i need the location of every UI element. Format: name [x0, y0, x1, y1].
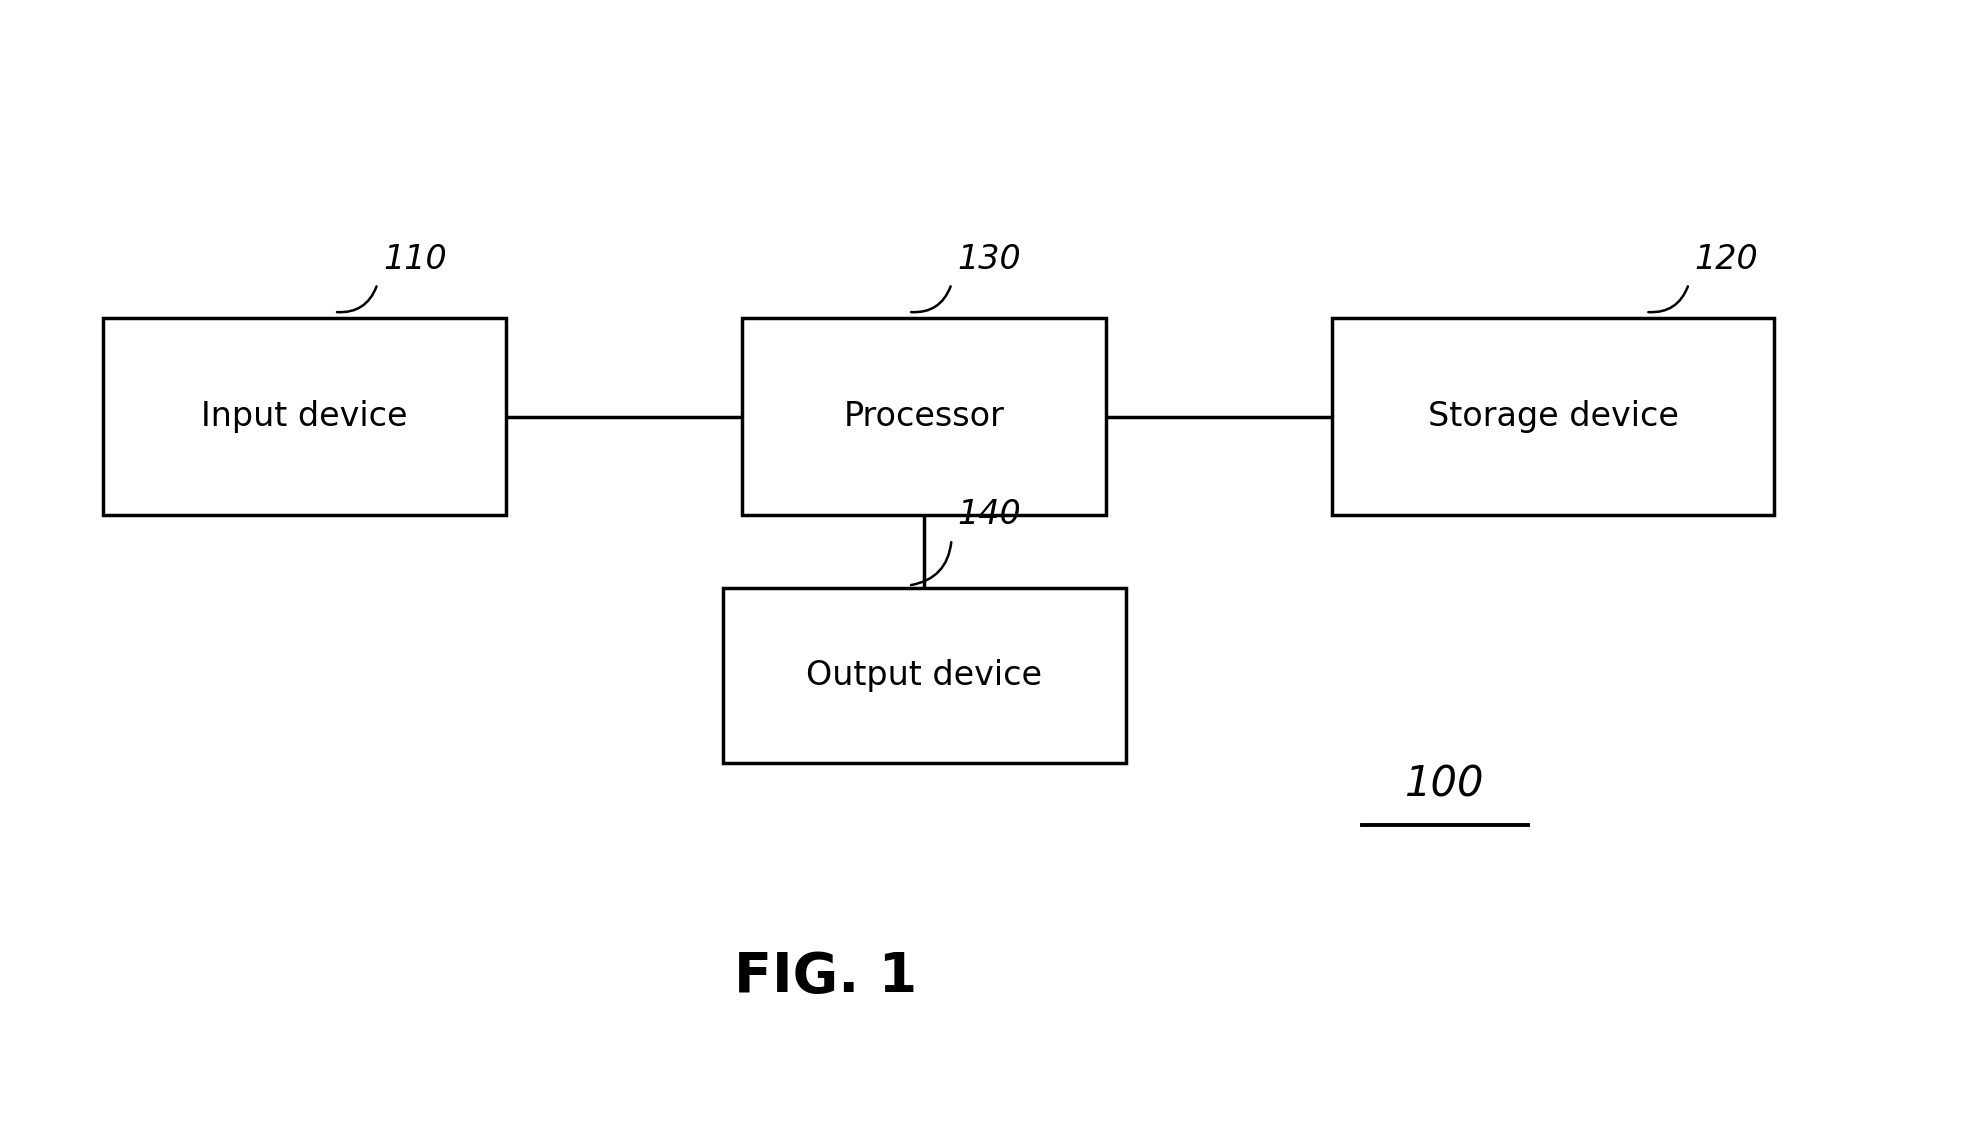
Bar	[102, 318, 507, 516]
Text: 100: 100	[1406, 763, 1484, 805]
Bar	[1333, 318, 1773, 516]
Bar	[741, 318, 1105, 516]
Bar	[723, 588, 1125, 763]
Text: Storage device: Storage device	[1427, 400, 1679, 434]
Text: 110: 110	[383, 243, 446, 276]
Text: Input device: Input device	[201, 400, 409, 434]
Text: 130: 130	[957, 243, 1020, 276]
Text: FIG. 1: FIG. 1	[733, 950, 918, 1004]
Text: 120: 120	[1695, 243, 1758, 276]
Text: Processor: Processor	[843, 400, 1005, 434]
Text: Output device: Output device	[806, 659, 1042, 692]
Text: 140: 140	[957, 499, 1020, 531]
